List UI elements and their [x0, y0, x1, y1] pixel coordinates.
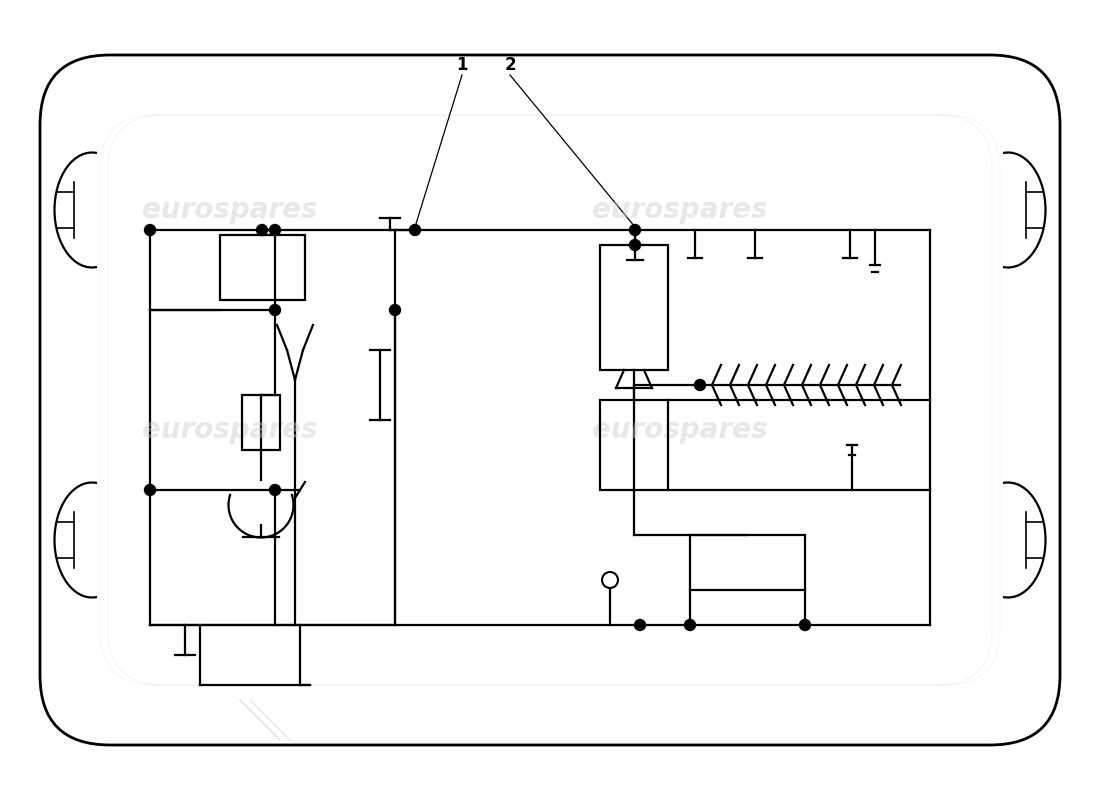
- Circle shape: [389, 305, 400, 315]
- Circle shape: [684, 619, 695, 630]
- Circle shape: [270, 485, 280, 495]
- Text: eurospares: eurospares: [592, 416, 768, 444]
- Circle shape: [256, 225, 267, 235]
- Circle shape: [635, 619, 646, 630]
- Bar: [220, 235, 305, 300]
- Circle shape: [409, 225, 420, 235]
- Circle shape: [270, 305, 280, 315]
- Bar: [242, 395, 280, 450]
- Circle shape: [629, 225, 640, 235]
- Circle shape: [602, 572, 618, 588]
- Text: 1: 1: [456, 56, 468, 74]
- Bar: [600, 400, 668, 490]
- Text: 2: 2: [504, 56, 516, 74]
- Circle shape: [144, 225, 155, 235]
- Circle shape: [694, 379, 705, 390]
- Text: eurospares: eurospares: [142, 416, 318, 444]
- Circle shape: [629, 239, 640, 250]
- Circle shape: [144, 485, 155, 495]
- Bar: [690, 535, 805, 590]
- Text: eurospares: eurospares: [592, 196, 768, 224]
- Bar: [600, 245, 668, 370]
- Circle shape: [270, 225, 280, 235]
- Circle shape: [800, 619, 811, 630]
- Text: eurospares: eurospares: [142, 196, 318, 224]
